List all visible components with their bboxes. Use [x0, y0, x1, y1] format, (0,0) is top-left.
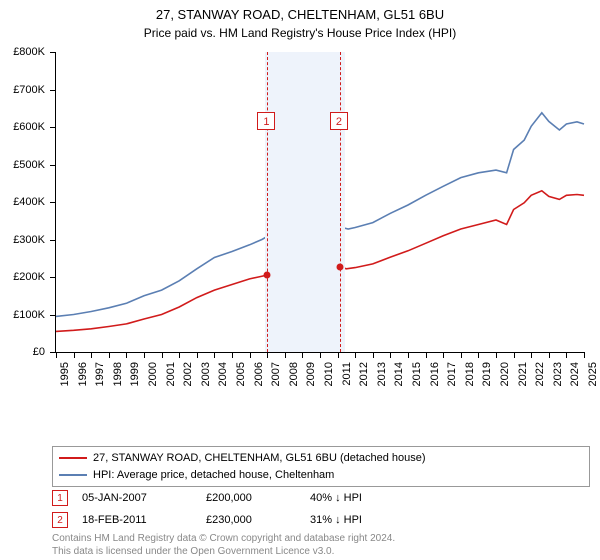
y-tick-label: £100K: [0, 309, 45, 321]
legend-swatch: [59, 457, 87, 459]
sale-date: 18-FEB-2011: [82, 514, 192, 526]
x-tick-label: 2022: [534, 362, 546, 386]
legend-label: 27, STANWAY ROAD, CHELTENHAM, GL51 6BU (…: [93, 450, 426, 467]
event-marker-label: 1: [257, 112, 275, 130]
x-tick-label: 2005: [235, 362, 247, 386]
y-tick-label: £500K: [0, 159, 45, 171]
x-tick-label: 1998: [112, 362, 124, 386]
legend-item: HPI: Average price, detached house, Chel…: [59, 467, 583, 484]
sale-index-box: 1: [52, 490, 68, 506]
event-marker-label: 2: [330, 112, 348, 130]
event-line: [267, 52, 268, 352]
x-tick-label: 2007: [270, 362, 282, 386]
x-tick-label: 2024: [569, 362, 581, 386]
x-tick-label: 1996: [77, 362, 89, 386]
sale-price: £200,000: [206, 492, 296, 504]
page-title: 27, STANWAY ROAD, CHELTENHAM, GL51 6BU: [0, 0, 600, 24]
x-tick-label: 2011: [341, 362, 353, 386]
plot-area: [55, 52, 584, 353]
x-tick-label: 2010: [323, 362, 335, 386]
x-tick-label: 2001: [165, 362, 177, 386]
sale-rows: 1 05-JAN-2007 £200,000 40% ↓ HPI 2 18-FEB-201…: [52, 490, 362, 534]
attribution-line2: This data is licensed under the Open Gov…: [52, 546, 395, 559]
x-tick-label: 2002: [182, 362, 194, 386]
x-tick-label: 2003: [200, 362, 212, 386]
x-tick-label: 2018: [464, 362, 476, 386]
x-tick-label: 2008: [288, 362, 300, 386]
x-tick-label: 2020: [499, 362, 511, 386]
sale-index-box: 2: [52, 512, 68, 528]
x-tick-label: 2009: [305, 362, 317, 386]
y-tick-label: £400K: [0, 196, 45, 208]
x-tick-label: 2017: [446, 362, 458, 386]
x-tick-label: 2004: [217, 362, 229, 386]
x-tick-label: 2013: [376, 362, 388, 386]
y-tick-label: £300K: [0, 234, 45, 246]
x-tick-label: 2006: [253, 362, 265, 386]
sale-point: [336, 263, 343, 270]
x-tick-label: 2021: [517, 362, 529, 386]
x-tick-label: 1995: [59, 362, 71, 386]
y-tick-label: £600K: [0, 121, 45, 133]
y-tick-label: £200K: [0, 271, 45, 283]
chart: 1 2 £0 £100K £200K £300K £400K £500K £600K £700K £…: [0, 44, 600, 404]
sale-price: £230,000: [206, 514, 296, 526]
sale-relative: 40% ↓ HPI: [310, 492, 362, 504]
sale-row: 2 18-FEB-2011 £230,000 31% ↓ HPI: [52, 512, 362, 528]
y-tick-label: £800K: [0, 46, 45, 58]
x-tick-label: 2016: [429, 362, 441, 386]
sale-relative: 31% ↓ HPI: [310, 514, 362, 526]
x-tick-label: 2000: [147, 362, 159, 386]
page-subtitle: Price paid vs. HM Land Registry's House …: [0, 26, 600, 40]
attribution: Contains HM Land Registry data © Crown c…: [52, 533, 395, 558]
legend-label: HPI: Average price, detached house, Chel…: [93, 467, 334, 484]
attribution-line1: Contains HM Land Registry data © Crown c…: [52, 533, 395, 546]
x-tick-label: 2014: [393, 362, 405, 386]
legend-item: 27, STANWAY ROAD, CHELTENHAM, GL51 6BU (…: [59, 450, 583, 467]
y-tick-label: £700K: [0, 84, 45, 96]
x-tick-label: 2015: [411, 362, 423, 386]
sale-row: 1 05-JAN-2007 £200,000 40% ↓ HPI: [52, 490, 362, 506]
x-tick-label: 2019: [481, 362, 493, 386]
legend: 27, STANWAY ROAD, CHELTENHAM, GL51 6BU (…: [52, 446, 590, 487]
x-tick-label: 2023: [552, 362, 564, 386]
sale-point: [264, 272, 271, 279]
x-tick-label: 2012: [358, 362, 370, 386]
highlight-band: [265, 52, 344, 352]
x-tick-label: 1999: [129, 362, 141, 386]
x-tick-label: 1997: [94, 362, 106, 386]
sale-date: 05-JAN-2007: [82, 492, 192, 504]
legend-swatch: [59, 474, 87, 476]
y-tick-label: £0: [0, 346, 45, 358]
x-tick-label: 2025: [587, 362, 599, 386]
event-line: [340, 52, 341, 352]
